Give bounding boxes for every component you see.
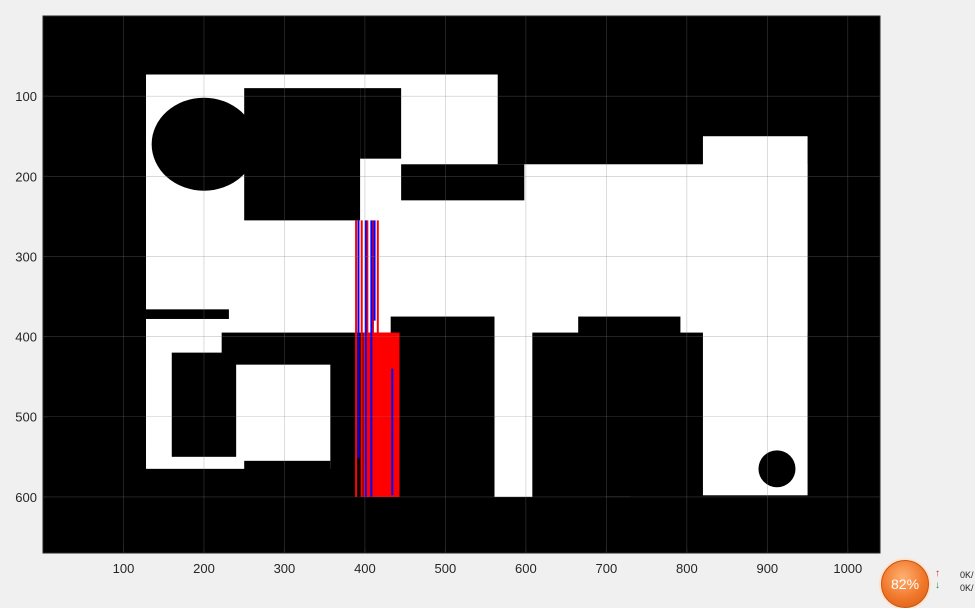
x-tick-label: 900 bbox=[756, 561, 778, 576]
obstacle bbox=[390, 316, 495, 497]
free-region bbox=[493, 304, 533, 497]
obstacle bbox=[758, 450, 796, 488]
obstacle bbox=[244, 88, 361, 221]
network-monitor[interactable]: 82% ↑ ↓ 0K/ 0K/ bbox=[881, 558, 975, 608]
obstacle bbox=[143, 309, 229, 319]
network-usage-percent: 82% bbox=[891, 576, 920, 592]
y-tick-label: 200 bbox=[15, 169, 37, 184]
obstacle bbox=[171, 352, 237, 457]
free-region bbox=[702, 136, 808, 496]
obstacle bbox=[578, 316, 681, 497]
network-usage-gauge[interactable]: 82% bbox=[881, 560, 929, 608]
obstacle bbox=[151, 97, 257, 191]
x-tick-label: 400 bbox=[354, 561, 376, 576]
map-plot: 100 200 300 400 500 600 700 800 900 1000 100 200 30… bbox=[15, 15, 881, 576]
x-tick-label: 100 bbox=[113, 561, 135, 576]
download-rate: 0K/ bbox=[960, 583, 974, 593]
x-tick-label: 600 bbox=[515, 561, 537, 576]
upload-arrow-icon: ↑ bbox=[935, 568, 940, 579]
x-tick-label: 500 bbox=[435, 561, 457, 576]
grid bbox=[43, 16, 880, 553]
obstacle bbox=[360, 88, 402, 159]
path-overlay bbox=[355, 220, 400, 497]
x-tick-label: 1000 bbox=[833, 561, 862, 576]
obstacle bbox=[401, 164, 525, 201]
occupancy-map bbox=[143, 74, 808, 497]
y-tick-label: 400 bbox=[15, 330, 37, 345]
x-axis: 100 200 300 400 500 600 700 800 900 1000 bbox=[113, 548, 862, 576]
download-arrow-icon: ↓ bbox=[935, 580, 940, 591]
x-tick-label: 700 bbox=[596, 561, 618, 576]
upload-rate: 0K/ bbox=[960, 570, 974, 580]
y-tick-label: 500 bbox=[15, 410, 37, 425]
y-tick-label: 600 bbox=[15, 490, 37, 505]
obstacle bbox=[244, 460, 331, 497]
y-tick-label: 100 bbox=[15, 89, 37, 104]
y-axis: 100 200 300 400 500 600 bbox=[15, 89, 48, 505]
axes-box bbox=[42, 15, 881, 554]
x-tick-label: 200 bbox=[193, 561, 215, 576]
x-tick-label: 800 bbox=[676, 561, 698, 576]
y-tick-label: 300 bbox=[15, 249, 37, 264]
x-tick-label: 300 bbox=[274, 561, 296, 576]
path-region bbox=[363, 332, 400, 497]
